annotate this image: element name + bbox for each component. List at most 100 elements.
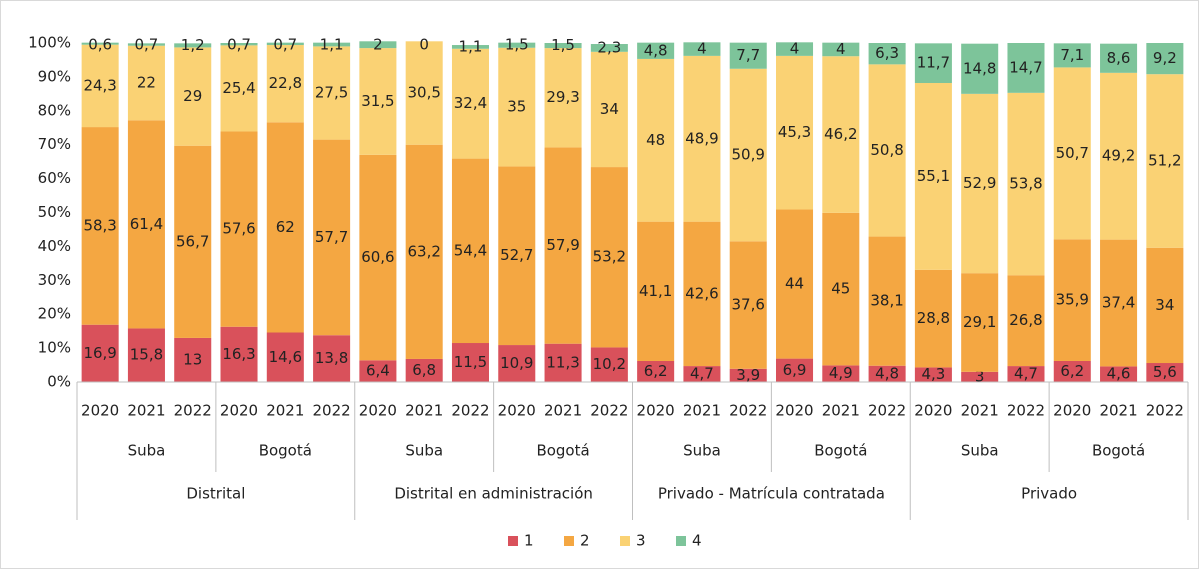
- y-tick-label: 40%: [38, 237, 71, 255]
- bar-segment: [776, 358, 814, 382]
- x-tick-label: 2021: [266, 402, 304, 420]
- legend-label: 1: [524, 532, 534, 550]
- bar-segment: [359, 48, 397, 155]
- bar-segment: [1007, 43, 1045, 93]
- data-label: 16,9: [83, 344, 116, 362]
- data-label: 7,7: [736, 46, 760, 64]
- data-label: 37,6: [732, 296, 765, 314]
- data-label: 35,9: [1056, 291, 1089, 309]
- legend-label: 4: [692, 532, 702, 550]
- data-label: 4: [836, 40, 846, 58]
- y-tick-label: 100%: [28, 34, 71, 52]
- data-label: 26,8: [1009, 311, 1042, 329]
- bar-segment: [359, 154, 397, 361]
- bar-segment: [868, 365, 906, 382]
- bar-segment: [266, 122, 304, 333]
- data-label: 3: [975, 367, 985, 385]
- legend-swatch: [676, 536, 686, 546]
- group-label: Suba: [128, 442, 166, 460]
- data-label: 1,5: [505, 36, 529, 54]
- bar-segment: [1053, 239, 1091, 361]
- data-label: 1,1: [320, 36, 344, 54]
- legend-swatch: [508, 536, 518, 546]
- data-label: 6,8: [412, 361, 436, 379]
- bar-segment: [1053, 67, 1091, 240]
- data-label: 11,7: [917, 54, 950, 72]
- x-tick-label: 2022: [1146, 402, 1184, 420]
- bar-segment: [451, 45, 489, 49]
- data-label: 8,6: [1107, 49, 1131, 67]
- bar-segment: [451, 158, 489, 344]
- data-label: 45,3: [778, 123, 811, 141]
- bar-segment: [405, 144, 443, 359]
- y-tick-label: 60%: [38, 169, 71, 187]
- group-label: Bogotá: [1092, 442, 1145, 460]
- bar-segment: [359, 41, 397, 49]
- data-label: 11,5: [454, 353, 487, 371]
- data-label: 31,5: [361, 92, 394, 110]
- bar-segment: [405, 41, 443, 145]
- x-tick-label: 2020: [498, 402, 536, 420]
- bar-segment: [174, 43, 212, 48]
- bar-segment: [1146, 247, 1184, 364]
- data-label: 62: [276, 218, 295, 236]
- data-label: 29: [183, 87, 202, 105]
- group-label: Bogotá: [814, 442, 867, 460]
- bar-segment: [590, 44, 628, 52]
- bar-segment: [683, 55, 721, 222]
- bar-segment: [1053, 360, 1091, 382]
- bar-segment: [127, 120, 165, 329]
- data-label: 11,3: [546, 353, 579, 371]
- data-label: 34: [1155, 296, 1174, 314]
- x-tick-label: 2022: [729, 402, 767, 420]
- data-label: 0,7: [273, 36, 297, 54]
- bar-segment: [1007, 366, 1045, 382]
- bar-segment: [498, 166, 536, 346]
- bar-segment: [776, 55, 814, 210]
- y-tick-label: 50%: [38, 203, 71, 221]
- bar-segment: [637, 360, 675, 382]
- bar-segment: [590, 51, 628, 168]
- data-label: 4: [790, 40, 800, 58]
- data-label: 57,6: [222, 220, 255, 238]
- data-label: 13: [183, 350, 202, 368]
- bar-segment: [1007, 92, 1045, 276]
- x-tick-label: 2020: [914, 402, 952, 420]
- bar-segment: [220, 43, 258, 46]
- supergroup-label: Privado - Matrícula contratada: [658, 485, 885, 503]
- group-label: Suba: [683, 442, 721, 460]
- data-label: 15,8: [130, 346, 163, 364]
- data-label: 6,4: [366, 362, 390, 380]
- data-label: 1,1: [459, 37, 483, 55]
- bar-segment: [313, 335, 351, 382]
- data-label: 9,2: [1153, 49, 1177, 67]
- data-label: 6,2: [644, 362, 668, 380]
- bar-segment: [266, 332, 304, 382]
- x-tick-label: 2022: [590, 402, 628, 420]
- bar-segment: [544, 43, 582, 49]
- bar-segment: [868, 236, 906, 366]
- data-label: 38,1: [870, 292, 903, 310]
- bar-segment: [1146, 363, 1184, 382]
- data-label: 4,8: [644, 41, 668, 59]
- data-label: 60,6: [361, 248, 394, 266]
- y-tick-label: 90%: [38, 67, 71, 85]
- x-tick-label: 2021: [822, 402, 860, 420]
- data-label: 35: [507, 98, 526, 116]
- y-tick-label: 20%: [38, 305, 71, 323]
- data-label: 14,8: [963, 59, 996, 77]
- data-label: 41,1: [639, 282, 672, 300]
- x-tick-label: 2020: [220, 402, 258, 420]
- data-label: 1,2: [181, 36, 205, 54]
- bar-segment: [81, 42, 119, 45]
- data-label: 10,9: [500, 354, 533, 372]
- bar-segment: [266, 45, 304, 123]
- x-tick-label: 2021: [683, 402, 721, 420]
- bar-segment: [174, 145, 212, 338]
- group-label: Suba: [961, 442, 999, 460]
- bar-segment: [498, 345, 536, 382]
- bar-segment: [451, 48, 489, 159]
- data-label: 46,2: [824, 125, 857, 143]
- bar-segment: [822, 365, 860, 382]
